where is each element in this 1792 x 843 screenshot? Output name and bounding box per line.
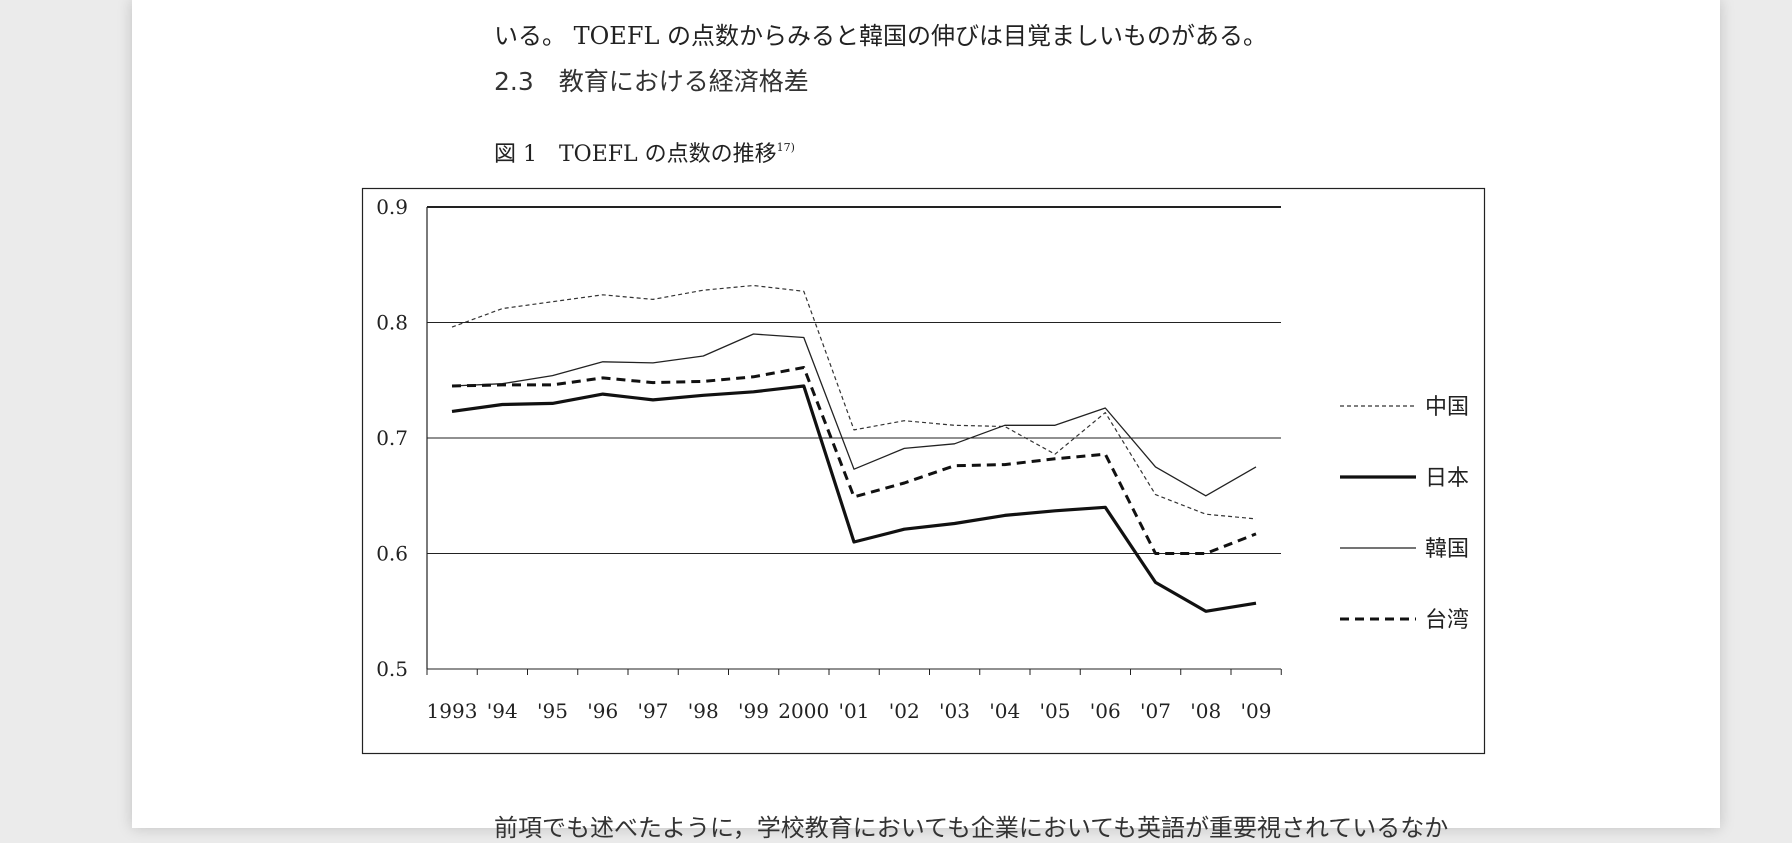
- x-tick-label: 1993: [427, 699, 478, 723]
- legend-label: 韓国: [1425, 537, 1469, 562]
- x-tick-label: 2000: [778, 699, 829, 723]
- series-line-0: [452, 286, 1256, 519]
- x-tick-label: '04: [989, 699, 1020, 723]
- x-tick-label: '02: [889, 699, 920, 723]
- series-line-3: [452, 368, 1256, 554]
- x-tick-label: '08: [1190, 699, 1221, 723]
- x-tick-label: '95: [537, 699, 568, 723]
- x-tick-label: '03: [939, 699, 970, 723]
- legend-label: 日本: [1425, 466, 1469, 491]
- legend-label: 中国: [1425, 395, 1469, 420]
- y-tick-label: 0.5: [376, 657, 408, 681]
- x-tick-label: '96: [587, 699, 618, 723]
- series-line-1: [452, 386, 1256, 611]
- y-tick-label: 0.8: [376, 311, 408, 335]
- x-tick-label: '97: [638, 699, 669, 723]
- x-tick-label: '94: [487, 699, 518, 723]
- y-tick-label: 0.6: [376, 542, 408, 566]
- x-tick-label: '98: [688, 699, 719, 723]
- x-tick-label: '07: [1140, 699, 1171, 723]
- y-tick-label: 0.7: [376, 426, 408, 450]
- x-tick-label: '05: [1040, 699, 1071, 723]
- x-tick-label: '01: [839, 699, 870, 723]
- x-tick-label: '09: [1241, 699, 1272, 723]
- x-tick-label: '99: [738, 699, 769, 723]
- series-line-2: [452, 334, 1256, 496]
- x-tick-label: '06: [1090, 699, 1121, 723]
- y-tick-label: 0.9: [376, 195, 408, 219]
- legend-label: 台湾: [1425, 608, 1469, 633]
